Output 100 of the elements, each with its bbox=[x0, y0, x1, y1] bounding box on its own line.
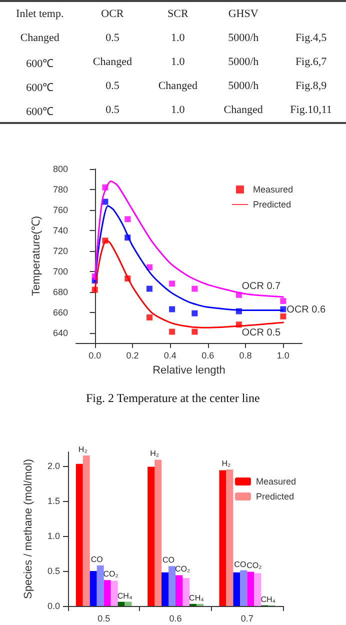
bar bbox=[76, 464, 83, 606]
bar bbox=[254, 573, 262, 606]
bar bbox=[226, 470, 234, 606]
annotation: OCR 0.6 bbox=[286, 304, 326, 316]
annotation: OCR 0.7 bbox=[242, 280, 282, 292]
point bbox=[169, 280, 176, 287]
annotation: CH₄ bbox=[260, 594, 276, 604]
y-tick-label: 660 bbox=[52, 307, 68, 318]
point bbox=[192, 328, 198, 335]
text: 600℃ bbox=[25, 80, 55, 96]
text: Changed bbox=[19, 31, 60, 46]
caption: Fig.8,9 bbox=[294, 79, 328, 94]
x-tick-label: 0.7 bbox=[240, 614, 254, 624]
text: 1.0 bbox=[170, 103, 186, 118]
bar bbox=[219, 470, 226, 606]
point bbox=[192, 310, 198, 316]
x-tick-label: 0.6 bbox=[169, 614, 182, 624]
point bbox=[280, 313, 286, 320]
bar bbox=[182, 578, 190, 606]
point bbox=[192, 286, 198, 292]
text: 600℃ bbox=[25, 104, 55, 120]
bar bbox=[104, 580, 111, 606]
text: 5000/h bbox=[227, 55, 260, 70]
y-tick-label: 1.0 bbox=[47, 531, 60, 541]
y-tick-label: 640 bbox=[52, 328, 68, 338]
y-tick-label: 1.5 bbox=[47, 496, 60, 506]
bar bbox=[154, 460, 162, 606]
caption: Fig.6,7 bbox=[294, 55, 328, 70]
bar bbox=[124, 602, 132, 606]
x-tick-label: 0.4 bbox=[164, 350, 176, 360]
x-axis-title: Relative length bbox=[152, 364, 226, 376]
annotation: H₂ bbox=[150, 449, 159, 458]
text: 1.0 bbox=[170, 31, 186, 46]
y-tick-label: 740 bbox=[52, 225, 68, 236]
annotation: H₂ bbox=[222, 459, 231, 468]
y-axis-title: Species / methane (mol/mol) bbox=[22, 459, 34, 599]
annotation: CO₂ bbox=[103, 570, 118, 579]
point bbox=[146, 314, 152, 320]
bar bbox=[90, 571, 97, 606]
y-axis-title: Temperature(℃) bbox=[30, 216, 42, 296]
annotation: H₂ bbox=[78, 445, 88, 454]
annotation: CO₂ bbox=[246, 561, 262, 570]
category-label: SCR bbox=[166, 7, 190, 22]
y-tick-label: 760 bbox=[52, 204, 68, 215]
annotation: OCR 0.5 bbox=[242, 328, 282, 339]
text: Changed bbox=[222, 103, 264, 118]
category-label: OCR bbox=[100, 7, 125, 22]
category-label: GHSV bbox=[227, 7, 260, 22]
y-tick-label: 720 bbox=[52, 246, 68, 256]
bar bbox=[148, 466, 155, 606]
point bbox=[169, 306, 176, 312]
text: Changed bbox=[92, 55, 134, 70]
x-tick-label: 1.0 bbox=[276, 350, 290, 360]
point bbox=[146, 286, 152, 292]
point bbox=[124, 216, 131, 222]
text: Changed bbox=[157, 79, 198, 94]
y-tick-label: 0.0 bbox=[47, 601, 60, 611]
x-tick-label: 0.5 bbox=[98, 614, 110, 624]
bar bbox=[118, 602, 125, 606]
x-tick-label: 0.0 bbox=[88, 350, 102, 360]
annotation: CH₄ bbox=[117, 591, 132, 600]
bar bbox=[240, 570, 248, 606]
bar bbox=[82, 456, 90, 606]
y-tick-label: 700 bbox=[52, 266, 68, 276]
bar bbox=[176, 575, 182, 606]
legend-label: Predicted bbox=[252, 200, 292, 210]
y-tick-label: 800 bbox=[52, 164, 68, 174]
caption: Fig. 2 Temperature at the center line bbox=[86, 391, 260, 405]
text: 600℃ bbox=[25, 56, 55, 72]
x-tick-label: 0.6 bbox=[202, 350, 214, 360]
bar bbox=[110, 580, 118, 606]
annotation: CO bbox=[162, 556, 175, 565]
text: 0.5 bbox=[104, 103, 120, 118]
text: 5000/h bbox=[227, 31, 260, 46]
x-tick-label: 0.8 bbox=[239, 350, 252, 360]
legend-label: Predicted bbox=[256, 492, 294, 502]
bar bbox=[233, 572, 240, 606]
category-label: Inlet temp. bbox=[15, 7, 65, 22]
bar bbox=[162, 572, 169, 606]
bar bbox=[168, 566, 176, 606]
legend-label: Measured bbox=[256, 476, 296, 486]
y-tick-label: 2.0 bbox=[47, 461, 60, 471]
annotation: CO bbox=[234, 560, 246, 569]
point bbox=[280, 298, 286, 304]
bar bbox=[96, 565, 104, 606]
legend-label: Measured bbox=[252, 184, 294, 194]
x-tick-label: 0.2 bbox=[126, 350, 139, 360]
text: 0.5 bbox=[104, 31, 120, 46]
text: 1.0 bbox=[170, 55, 186, 70]
y-tick-label: 0.5 bbox=[47, 566, 60, 576]
annotation: CH₄ bbox=[189, 593, 204, 602]
y-tick-label: 780 bbox=[52, 184, 68, 194]
point bbox=[169, 328, 176, 335]
y-tick-label: 680 bbox=[52, 286, 68, 297]
annotation: CO₂ bbox=[174, 564, 190, 574]
text: 5000/h bbox=[227, 79, 260, 94]
bar bbox=[247, 572, 254, 606]
caption: Fig.10,11 bbox=[289, 103, 333, 118]
annotation: CO bbox=[90, 554, 103, 564]
caption: Fig.4,5 bbox=[294, 31, 328, 46]
